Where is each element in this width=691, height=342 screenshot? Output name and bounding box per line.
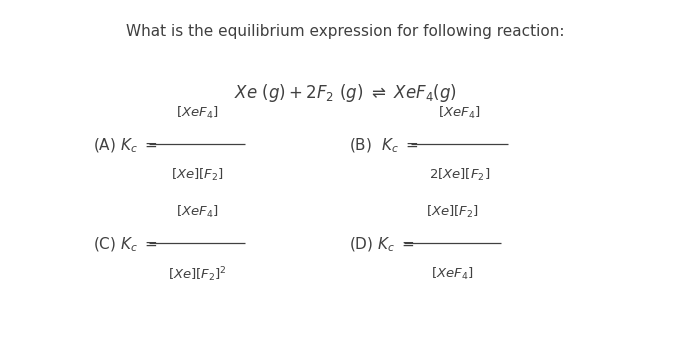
Text: (D) $K_c\ =$: (D) $K_c\ =$ [349,235,415,254]
Text: $[XeF_4]$: $[XeF_4]$ [431,266,474,282]
Text: $\mathit{Xe}\ (g) + 2F_2\ (g)\ \rightleftharpoons\ \mathit{Xe}F_4(g)$: $\mathit{Xe}\ (g) + 2F_2\ (g)\ \rightlef… [234,82,457,104]
Text: $[Xe][F_2]$: $[Xe][F_2]$ [171,167,223,183]
Text: What is the equilibrium expression for following reaction:: What is the equilibrium expression for f… [126,24,565,39]
Text: $[XeF_4]$: $[XeF_4]$ [176,105,218,121]
Text: (A) $K_c\ =$: (A) $K_c\ =$ [93,136,158,155]
Text: $[XeF_4]$: $[XeF_4]$ [176,204,218,220]
Text: (B)  $K_c\ =$: (B) $K_c\ =$ [349,136,418,155]
Text: $[XeF_4]$: $[XeF_4]$ [438,105,481,121]
Text: $2[Xe][F_2]$: $2[Xe][F_2]$ [429,167,490,183]
Text: $[Xe][F_2]^2$: $[Xe][F_2]^2$ [167,266,227,285]
Text: $[Xe][F_2]$: $[Xe][F_2]$ [426,204,479,220]
Text: (C) $K_c\ =$: (C) $K_c\ =$ [93,235,158,254]
